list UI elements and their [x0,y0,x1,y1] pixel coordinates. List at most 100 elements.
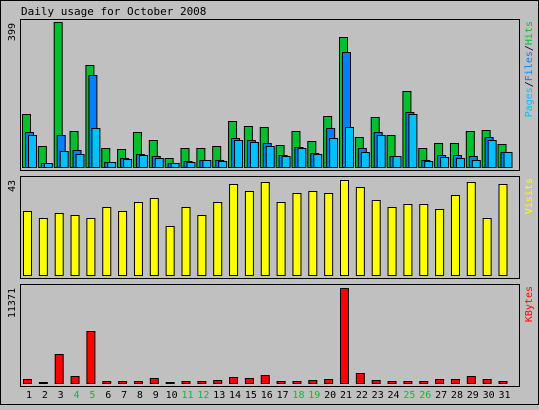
bar-kbytes-day-24 [387,381,397,384]
bar-pages-day-18 [297,148,307,168]
bar-kbytes-day-9 [149,378,159,384]
bar-kbytes-day-15 [244,378,254,384]
bar-visits-day-21 [340,180,349,276]
bar-kbytes-day-14 [229,377,239,384]
x-tick-label-day-2: 2 [42,390,48,401]
x-tick-label-day-15: 15 [245,390,257,401]
bar-kbytes-day-4 [70,376,80,384]
bar-visits-day-22 [355,187,365,276]
bar-visits-day-7 [118,211,128,276]
bar-pages-day-24 [392,156,402,168]
bar-pages-day-10 [170,163,180,168]
bar-pages-day-11 [186,162,196,168]
bar-kbytes-day-29 [466,376,476,384]
bar-visits-day-6 [102,207,112,276]
bar-visits-day-16 [260,182,270,276]
x-tick-label-day-28: 28 [451,390,463,401]
x-tick-label-day-21: 21 [340,390,352,401]
bar-visits-day-20 [324,193,334,276]
bar-visits-day-23 [371,200,381,276]
x-tick-label-day-16: 16 [261,390,273,401]
x-tick-label-day-14: 14 [229,390,241,401]
bar-visits-day-30 [482,218,492,276]
bar-pages-day-14 [234,140,244,168]
bar-kbytes-day-19 [308,380,318,384]
y-max-label-visits: 43 [7,180,18,192]
bar-pages-day-30 [487,140,497,168]
bar-pages-day-6 [107,162,117,168]
y-max-label-hits-files-pages: 399 [7,23,18,41]
bar-kbytes-day-8 [133,381,143,384]
panel-frame-kbytes [20,284,520,387]
legend-separator: / [524,81,535,87]
bar-visits-day-25 [403,204,413,276]
legend-visits: Visits [524,178,535,214]
x-tick-label-day-6: 6 [105,390,111,401]
x-tick-label-day-31: 31 [498,390,510,401]
bar-kbytes-day-10 [165,382,175,384]
bar-pages-day-4 [75,154,85,168]
legend-files: Files [524,51,535,81]
bar-kbytes-day-3 [54,354,64,384]
x-tick-label-day-9: 9 [153,390,159,401]
bar-kbytes-day-13 [213,380,223,384]
bar-kbytes-day-31 [498,381,508,384]
bar-pages-day-9 [154,158,164,168]
bar-pages-day-23 [376,135,386,168]
bar-pages-day-2 [43,163,53,168]
legend-visits: Visits [524,178,535,214]
legend-separator: / [524,45,535,51]
bar-visits-day-3 [54,213,64,276]
x-tick-label-day-19: 19 [308,390,320,401]
bar-pages-day-7 [123,159,133,168]
bar-visits-day-13 [213,202,223,276]
bar-kbytes-day-1 [23,379,32,384]
bar-pages-day-16 [265,146,275,168]
bar-kbytes-day-26 [419,381,429,384]
x-tick-label-day-29: 29 [467,390,479,401]
x-tick-label-day-13: 13 [213,390,225,401]
x-tick-label-day-20: 20 [324,390,336,401]
x-tick-label-day-25: 25 [403,390,415,401]
x-tick-label-day-27: 27 [435,390,447,401]
x-tick-label-day-30: 30 [483,390,495,401]
bar-visits-day-31 [498,184,508,276]
bar-visits-day-11 [181,207,191,276]
bar-visits-day-9 [149,198,159,276]
bar-kbytes-day-28 [450,379,460,384]
bar-visits-day-17 [276,202,286,276]
legend-hits-files-pages: Pages/Files/Hits [524,21,535,117]
x-tick-label-day-17: 17 [277,390,289,401]
x-tick-label-day-5: 5 [89,390,95,401]
bar-kbytes-day-6 [102,381,112,384]
x-tick-label-day-22: 22 [356,390,368,401]
bar-pages-day-15 [249,142,259,168]
bar-visits-day-8 [133,202,143,276]
bar-pages-day-5 [91,128,101,168]
bar-pages-day-21 [345,127,354,168]
x-tick-label-day-10: 10 [166,390,178,401]
bar-pages-day-19 [313,154,323,168]
x-tick-label-day-23: 23 [372,390,384,401]
bar-kbytes-day-11 [181,381,191,384]
bar-visits-day-2 [38,218,48,276]
bar-kbytes-day-21 [340,288,349,384]
bar-pages-day-26 [424,161,434,168]
x-tick-label-day-12: 12 [197,390,209,401]
bar-visits-day-5 [86,218,96,276]
bar-visits-day-28 [450,195,460,276]
x-tick-label-day-1: 1 [26,390,32,401]
bar-pages-day-3 [59,151,69,168]
x-tick-label-day-8: 8 [137,390,143,401]
bar-visits-day-18 [292,193,302,276]
bar-visits-day-24 [387,207,397,276]
bar-pages-day-1 [28,135,37,168]
bar-kbytes-day-2 [38,382,48,384]
bar-pages-day-29 [471,160,481,168]
bar-kbytes-day-30 [482,379,492,384]
bar-pages-day-12 [202,160,212,168]
bar-kbytes-day-7 [118,381,128,384]
bar-pages-day-8 [138,155,148,168]
bar-pages-day-25 [408,114,418,168]
